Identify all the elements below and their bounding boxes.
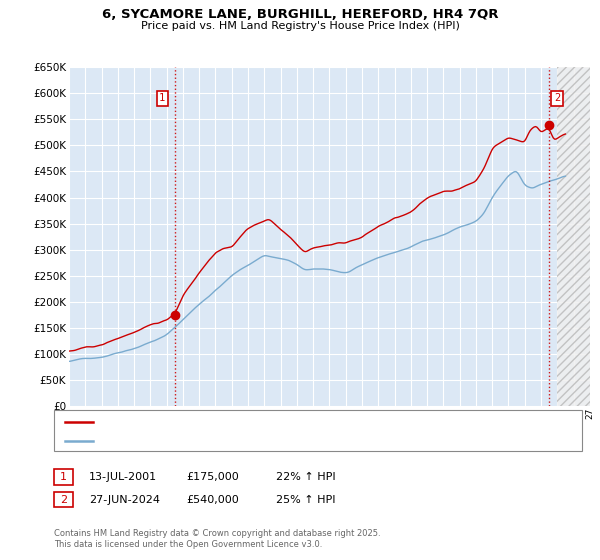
- Text: Price paid vs. HM Land Registry's House Price Index (HPI): Price paid vs. HM Land Registry's House …: [140, 21, 460, 31]
- Text: 2: 2: [554, 94, 560, 104]
- Text: 25% ↑ HPI: 25% ↑ HPI: [276, 494, 335, 505]
- Text: £175,000: £175,000: [186, 472, 239, 482]
- Text: 13-JUL-2001: 13-JUL-2001: [89, 472, 157, 482]
- Text: £540,000: £540,000: [186, 494, 239, 505]
- Text: 6, SYCAMORE LANE, BURGHILL, HEREFORD, HR4 7QR: 6, SYCAMORE LANE, BURGHILL, HEREFORD, HR…: [102, 8, 498, 21]
- Text: 2: 2: [60, 494, 67, 505]
- Text: Contains HM Land Registry data © Crown copyright and database right 2025.
This d: Contains HM Land Registry data © Crown c…: [54, 529, 380, 549]
- Text: 1: 1: [60, 472, 67, 482]
- Text: 1: 1: [159, 94, 166, 104]
- Text: 22% ↑ HPI: 22% ↑ HPI: [276, 472, 335, 482]
- Bar: [557, 67, 590, 406]
- Text: 6, SYCAMORE LANE, BURGHILL, HEREFORD, HR4 7QR (detached house): 6, SYCAMORE LANE, BURGHILL, HEREFORD, HR…: [97, 417, 436, 426]
- Text: 27-JUN-2024: 27-JUN-2024: [89, 494, 160, 505]
- Text: HPI: Average price, detached house, Herefordshire: HPI: Average price, detached house, Here…: [97, 436, 338, 445]
